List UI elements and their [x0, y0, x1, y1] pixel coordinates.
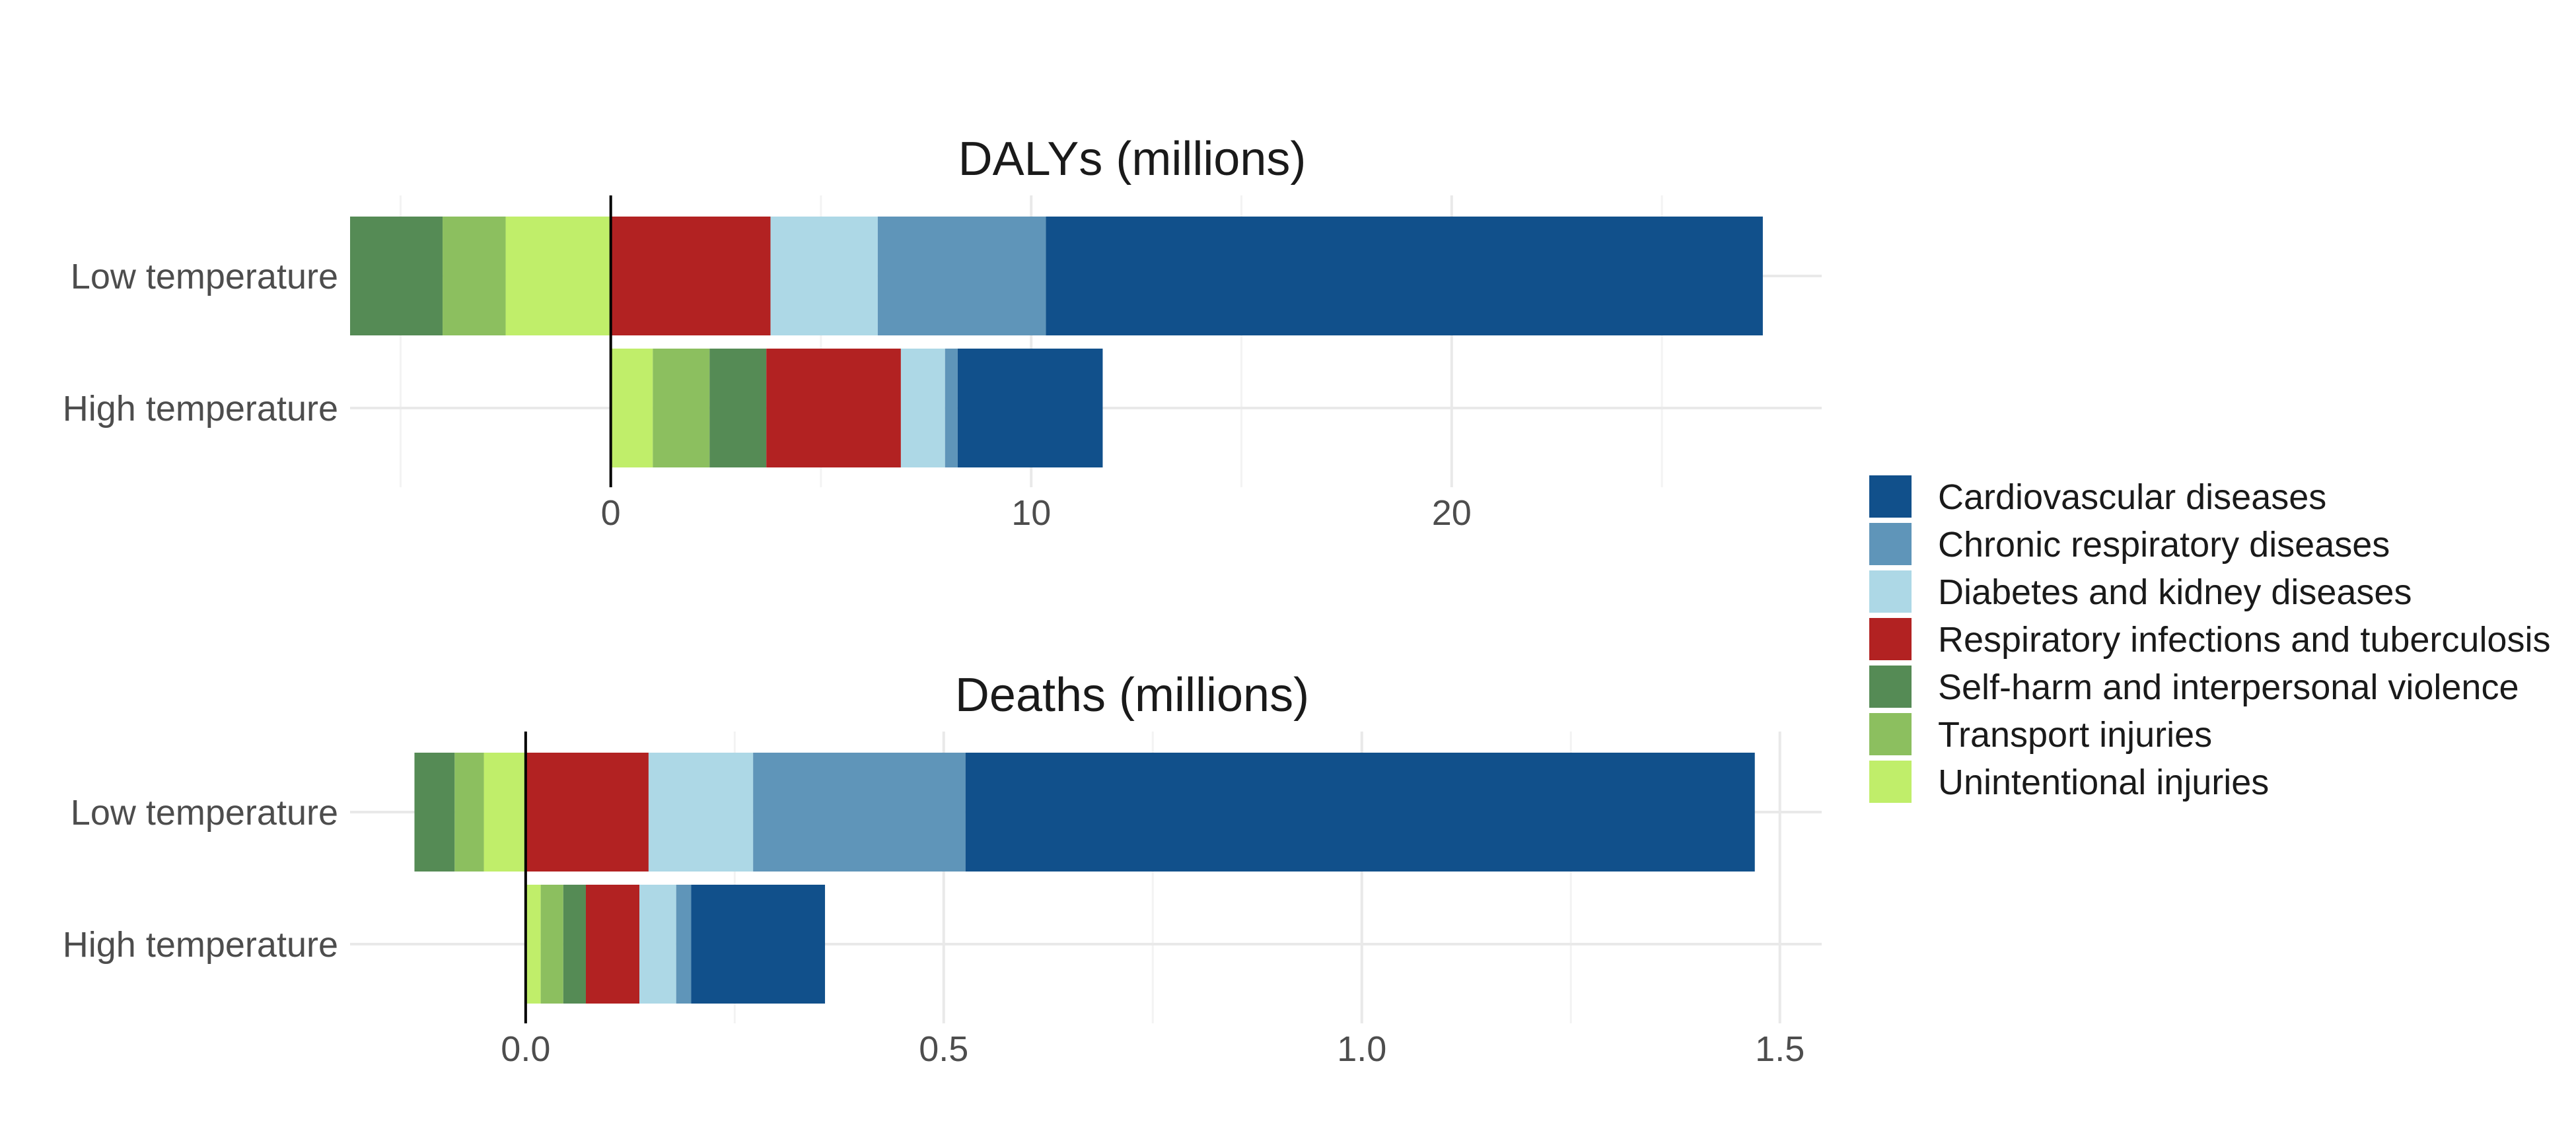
- x-tick-label: 0.5: [919, 1029, 968, 1069]
- bar-diabetes-and-kidney-diseases-low-temperature: [648, 753, 754, 872]
- bar-unintentional-injuries-low-temperature: [483, 753, 526, 872]
- bar-self-harm-and-interpersonal-violence-low-temperature: [350, 217, 443, 335]
- legend-key-cardiovascular-diseases: [1869, 475, 1912, 518]
- legend-key-self-harm-and-interpersonal-violence: [1869, 666, 1912, 708]
- bar-respiratory-infections-and-tuberculosis-low-temperature: [610, 217, 771, 335]
- x-tick-label: 10: [1011, 493, 1051, 533]
- legend-key-diabetes-and-kidney-diseases: [1869, 570, 1912, 613]
- legend-label-chronic-respiratory-diseases: Chronic respiratory diseases: [1938, 525, 2390, 564]
- legend-key-chronic-respiratory-diseases: [1869, 523, 1912, 565]
- deaths-panel: Deaths (millions) Low temperature High tem…: [63, 669, 1822, 1069]
- bar-diabetes-and-kidney-diseases-low-temperature: [770, 217, 878, 335]
- legend: Cardiovascular diseases Chronic respirato…: [1869, 475, 2550, 803]
- bar-unintentional-injuries-high-temperature: [525, 885, 541, 1004]
- bar-self-harm-and-interpersonal-violence-high-temperature: [709, 349, 767, 467]
- bar-self-harm-and-interpersonal-violence-high-temperature: [563, 885, 586, 1004]
- bar-diabetes-and-kidney-diseases-high-temperature: [639, 885, 676, 1004]
- category-label-low-temperature: Low temperature: [71, 793, 338, 833]
- legend-label-unintentional-injuries: Unintentional injuries: [1938, 763, 2269, 802]
- bar-chronic-respiratory-diseases-low-temperature: [753, 753, 966, 872]
- bar-diabetes-and-kidney-diseases-high-temperature: [900, 349, 945, 467]
- legend-label-self-harm-and-interpersonal-violence: Self-harm and interpersonal violence: [1938, 667, 2519, 707]
- bar-cardiovascular-diseases-low-temperature: [1046, 217, 1763, 335]
- bar-transport-injuries-low-temperature: [454, 753, 484, 872]
- bar-cardiovascular-diseases-high-temperature: [691, 885, 826, 1004]
- legend-label-respiratory-infections-and-tuberculosis: Respiratory infections and tuberculosis: [1938, 620, 2550, 660]
- bar-unintentional-injuries-high-temperature: [610, 349, 653, 467]
- bar-unintentional-injuries-low-temperature: [505, 217, 611, 335]
- panel-title: DALYs (millions): [958, 133, 1306, 186]
- bar-chronic-respiratory-diseases-low-temperature: [877, 217, 1046, 335]
- category-label-high-temperature: High temperature: [63, 925, 338, 965]
- dalys-panel: DALYs (millions) Low temperature High temp…: [63, 133, 1822, 533]
- legend-label-cardiovascular-diseases: Cardiovascular diseases: [1938, 477, 2326, 517]
- bar-cardiovascular-diseases-high-temperature: [957, 349, 1103, 467]
- bar-transport-injuries-high-temperature: [540, 885, 563, 1004]
- x-tick-label: 1.0: [1337, 1029, 1386, 1069]
- x-tick-label: 20: [1432, 493, 1472, 533]
- bar-cardiovascular-diseases-low-temperature: [965, 753, 1755, 872]
- x-tick-label: 0.0: [501, 1029, 550, 1069]
- bar-transport-injuries-low-temperature: [443, 217, 506, 335]
- category-label-high-temperature: High temperature: [63, 389, 338, 428]
- bar-self-harm-and-interpersonal-violence-low-temperature: [414, 753, 455, 872]
- bar-chronic-respiratory-diseases-high-temperature: [945, 349, 958, 467]
- bar-respiratory-infections-and-tuberculosis-high-temperature: [766, 349, 901, 467]
- panel-title: Deaths (millions): [955, 669, 1309, 722]
- x-tick-label: 1.5: [1755, 1029, 1805, 1069]
- bar-chronic-respiratory-diseases-high-temperature: [676, 885, 692, 1004]
- bar-respiratory-infections-and-tuberculosis-high-temperature: [585, 885, 640, 1004]
- bar-respiratory-infections-and-tuberculosis-low-temperature: [525, 753, 649, 872]
- legend-key-transport-injuries: [1869, 713, 1912, 755]
- x-tick-label: 0: [601, 493, 621, 533]
- legend-label-diabetes-and-kidney-diseases: Diabetes and kidney diseases: [1938, 572, 2412, 612]
- bar-transport-injuries-high-temperature: [653, 349, 710, 467]
- category-label-low-temperature: Low temperature: [71, 257, 338, 296]
- legend-key-unintentional-injuries: [1869, 761, 1912, 803]
- legend-key-respiratory-infections-and-tuberculosis: [1869, 618, 1912, 660]
- legend-label-transport-injuries: Transport injuries: [1938, 715, 2212, 755]
